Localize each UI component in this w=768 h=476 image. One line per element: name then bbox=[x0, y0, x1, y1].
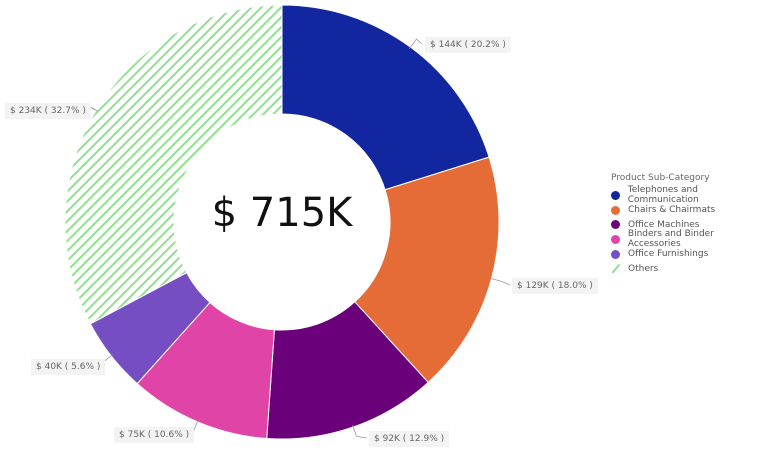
data-label: $ 144K ( 20.2% ) bbox=[425, 37, 511, 53]
legend-label: Chairs & Chairmats bbox=[628, 205, 716, 216]
leader-line bbox=[489, 277, 511, 286]
leader-line bbox=[352, 424, 368, 439]
legend-item[interactable]: Binders and Binder Accessories bbox=[611, 229, 768, 250]
legend-label: Others bbox=[628, 263, 659, 274]
legend-marker-icon bbox=[611, 205, 620, 215]
slice-others[interactable] bbox=[64, 4, 283, 325]
legend-item[interactable]: Office Furnishings bbox=[611, 247, 768, 262]
slice-chairs-chairmats[interactable] bbox=[354, 156, 500, 384]
legend-hatch-icon bbox=[611, 264, 620, 273]
legend-marker-icon bbox=[611, 190, 620, 200]
legend-label: Office Furnishings bbox=[628, 249, 709, 260]
data-label: $ 129K ( 18.0% ) bbox=[512, 278, 598, 294]
legend: Product Sub-Category Telephones and Comm… bbox=[611, 173, 768, 276]
leader-line bbox=[408, 38, 423, 49]
data-label: $ 234K ( 32.7% ) bbox=[5, 103, 91, 119]
slice-telephones-and-communication[interactable] bbox=[281, 4, 490, 191]
legend-item[interactable]: Office Machines bbox=[611, 217, 768, 232]
data-label: $ 75K ( 10.6% ) bbox=[114, 427, 195, 443]
legend-item[interactable]: Chairs & Chairmats bbox=[611, 203, 768, 218]
legend-label: Telephones and Communication bbox=[627, 185, 699, 206]
legend-marker-icon bbox=[611, 249, 620, 259]
legend-marker-icon bbox=[611, 234, 620, 244]
legend-item[interactable]: Others bbox=[611, 261, 768, 276]
legend-label: Binders and Binder Accessories bbox=[627, 229, 714, 250]
legend-label: Office Machines bbox=[628, 219, 700, 230]
data-label: $ 92K ( 12.9% ) bbox=[369, 431, 450, 447]
legend-title: Product Sub-Category bbox=[611, 173, 710, 183]
legend-item[interactable]: Telephones and Communication bbox=[611, 185, 768, 206]
total-value: $ 715K bbox=[211, 190, 353, 236]
data-label: $ 40K ( 5.6% ) bbox=[31, 359, 106, 375]
legend-marker-icon bbox=[611, 220, 620, 230]
